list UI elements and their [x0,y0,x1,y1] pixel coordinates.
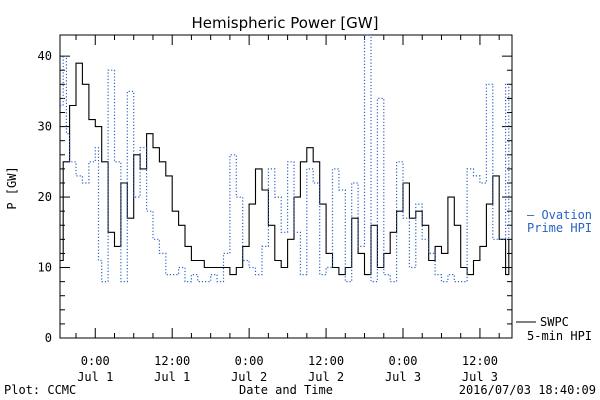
x-tick-label-day: Jul 2 [231,370,267,384]
y-tick-label: 0 [45,331,52,345]
x-tick-label-time: 0:00 [235,354,264,368]
series-line-ovation [60,34,510,283]
x-tick-label-day: Jul 3 [385,370,421,384]
x-tick-label-day: Jul 2 [308,370,344,384]
y-tick-label: 40 [38,49,52,63]
x-tick-label-day: Jul 3 [462,370,498,384]
legend-ovation-line2: Prime HPI [527,221,592,235]
footer-timestamp: 2016/07/03 18:40:09 [459,383,596,397]
x-tick-label-time: 12:00 [308,354,344,368]
y-axis-label: P [GW] [5,166,19,209]
y-tick-label: 30 [38,120,52,134]
x-tick-label-time: 12:00 [154,354,190,368]
legend-ovation-line1: — Ovation [527,208,592,222]
series-line-swpc [60,62,510,276]
footer-credit: Plot: CCMC [4,383,76,397]
plot-area: 0 10 20 30 40 0:00 Jul 1 12:00 Jul 1 0:00 Jul 2 12:… [38,34,592,384]
x-tick-label-time: 12:00 [462,354,498,368]
x-tick-label-time: 0:00 [389,354,418,368]
x-tick-label-time: 0:00 [81,354,110,368]
x-tick-label-day: Jul 1 [77,370,113,384]
x-axis-label: Date and Time [239,383,333,397]
plot-frame [59,34,513,339]
y-tick-label: 10 [38,261,52,275]
y-tick-label: 20 [38,190,52,204]
legend-swpc-line1: SWPC [540,315,569,329]
x-tick-label-day: Jul 1 [154,370,190,384]
chart-title: Hemispheric Power [GW] [192,14,379,32]
legend-swpc-line2: 5-min HPI [527,329,592,343]
